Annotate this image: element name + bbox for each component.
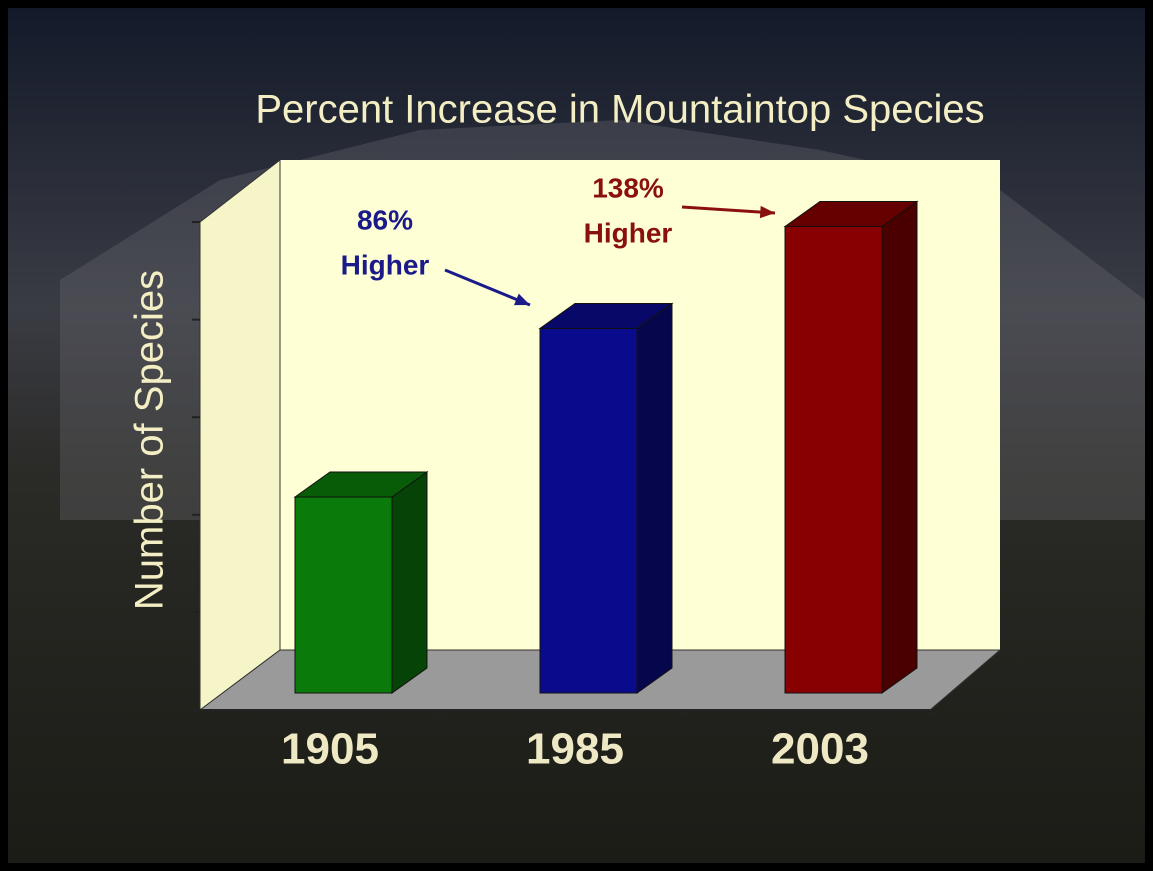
bar: [293, 471, 429, 694]
bar-front: [784, 226, 883, 694]
x-tick-label: 1905: [281, 725, 379, 774]
annotation: Higher: [584, 217, 673, 248]
chart-title: Percent Increase in Mountaintop Species: [255, 88, 984, 132]
x-tick-label: 2003: [771, 725, 869, 774]
bar: [783, 200, 919, 694]
bar: [538, 302, 674, 694]
bar-front: [294, 496, 393, 694]
annotation: Higher: [341, 249, 430, 280]
bar-side: [881, 200, 918, 694]
side-wall: [199, 158, 281, 711]
bar-front: [539, 327, 638, 694]
annotation-arrow: [681, 205, 776, 215]
x-tick-label: 1985: [526, 725, 624, 774]
annotation-arrow: [444, 268, 531, 307]
annotation: 138%: [592, 172, 664, 203]
arrow-head: [514, 293, 530, 306]
bar-side: [636, 302, 673, 694]
bar-side: [391, 471, 428, 694]
arrow-head: [759, 205, 775, 219]
annotation: 86%: [357, 204, 413, 235]
y-axis-label: Number of Species: [128, 270, 172, 610]
